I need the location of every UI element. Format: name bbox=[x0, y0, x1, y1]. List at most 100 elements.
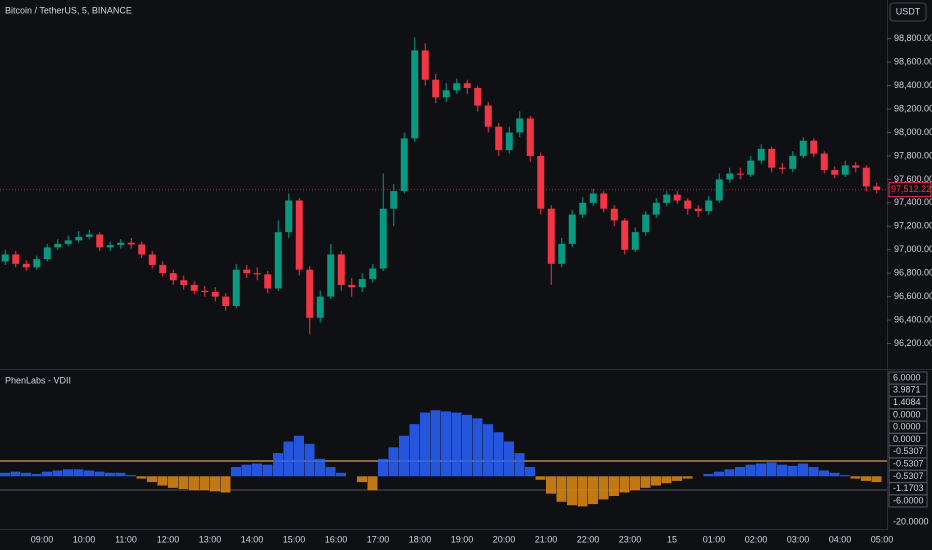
indicator-value-label: -0.5307 bbox=[893, 471, 924, 481]
histogram-bar bbox=[262, 464, 273, 477]
candle-body bbox=[736, 173, 744, 175]
candle-body bbox=[327, 254, 335, 297]
histogram-bar bbox=[294, 435, 304, 477]
histogram-bar bbox=[525, 467, 535, 477]
indicator-value-label: 1.4084 bbox=[893, 397, 921, 407]
candle-body bbox=[432, 79, 440, 98]
histogram-bar bbox=[283, 441, 294, 477]
candle-body bbox=[295, 200, 303, 270]
candle-body bbox=[96, 234, 104, 248]
candle-body bbox=[652, 202, 660, 215]
candle-body bbox=[117, 242, 125, 246]
y-tick-label: 97,600.00 bbox=[894, 174, 932, 184]
candle-body bbox=[558, 243, 566, 264]
histogram-bar bbox=[619, 476, 630, 493]
histogram-bar bbox=[609, 476, 619, 496]
candle-body bbox=[841, 165, 849, 175]
time-label: 22:00 bbox=[577, 534, 600, 544]
candle-body bbox=[663, 194, 671, 203]
histogram-bar bbox=[504, 441, 514, 477]
candle-body bbox=[768, 148, 776, 168]
histogram-bar bbox=[745, 464, 756, 477]
time-label: 18:00 bbox=[409, 534, 432, 544]
time-label: 20:00 bbox=[493, 534, 516, 544]
candle-body bbox=[43, 247, 51, 260]
time-label: 09:00 bbox=[31, 534, 54, 544]
histogram-bar bbox=[598, 476, 609, 500]
candle-body bbox=[411, 50, 419, 139]
histogram-bar bbox=[756, 463, 766, 477]
candle-body bbox=[453, 83, 461, 91]
time-label: 14:00 bbox=[241, 534, 264, 544]
histogram-bar bbox=[483, 424, 493, 477]
candle-body bbox=[862, 167, 870, 187]
histogram-bar bbox=[178, 476, 189, 490]
y-tick-label: 97,000.00 bbox=[894, 244, 932, 254]
histogram-bar bbox=[147, 476, 157, 483]
histogram-bar bbox=[546, 476, 556, 494]
histogram-bar bbox=[10, 471, 21, 477]
histogram-bar bbox=[829, 472, 840, 477]
histogram-bar bbox=[535, 476, 546, 480]
histogram-bar bbox=[31, 473, 42, 477]
y-tick-label: 97,400.00 bbox=[894, 197, 932, 207]
candle-body bbox=[358, 279, 366, 288]
time-label: 04:00 bbox=[829, 534, 852, 544]
histogram-bar bbox=[640, 476, 651, 488]
candle-body bbox=[127, 242, 135, 245]
currency-label[interactable]: USDT bbox=[896, 6, 921, 16]
candle-body bbox=[537, 155, 545, 209]
time-label: 16:00 bbox=[325, 534, 348, 544]
y-tick-label: 97,800.00 bbox=[894, 150, 932, 160]
histogram-bar bbox=[703, 473, 714, 477]
histogram-bar bbox=[126, 475, 136, 477]
candle-body bbox=[148, 254, 156, 265]
histogram-bar bbox=[189, 476, 199, 491]
histogram-bar bbox=[94, 471, 105, 477]
histogram-bar bbox=[63, 469, 73, 477]
histogram-bar bbox=[210, 476, 220, 492]
histogram-bar bbox=[357, 476, 367, 483]
histogram-bar bbox=[105, 472, 115, 477]
candle-body bbox=[474, 87, 482, 106]
histogram-bar bbox=[199, 476, 210, 491]
candle-body bbox=[526, 118, 534, 156]
time-label: 13:00 bbox=[199, 534, 222, 544]
candle-body bbox=[400, 138, 408, 192]
candle-body bbox=[222, 296, 230, 307]
histogram-bar bbox=[441, 411, 451, 477]
candle-body bbox=[190, 284, 198, 291]
candle-body bbox=[757, 148, 765, 161]
histogram-bar bbox=[861, 476, 871, 481]
candle-body bbox=[138, 244, 146, 255]
candle-body bbox=[54, 243, 62, 248]
indicator-value-box bbox=[888, 494, 928, 508]
candle-body bbox=[64, 240, 72, 244]
time-label: 15 bbox=[667, 534, 677, 544]
indicator-value-label: -0.5307 bbox=[893, 458, 924, 468]
candle-body bbox=[369, 268, 377, 280]
histogram-bar bbox=[735, 467, 745, 477]
time-label: 05:00 bbox=[871, 534, 894, 544]
indicator-value-label: 0.0000 bbox=[893, 422, 921, 432]
histogram-bar bbox=[567, 476, 577, 506]
y-tick-label: 98,000.00 bbox=[894, 127, 932, 137]
indicator-value-label: -1.1703 bbox=[893, 483, 924, 493]
time-label: 02:00 bbox=[745, 534, 768, 544]
indicator-value-label: 0.0000 bbox=[893, 434, 921, 444]
last-price-box bbox=[888, 182, 932, 198]
candle-body bbox=[505, 132, 513, 151]
candle-body bbox=[1, 254, 9, 262]
histogram-bar bbox=[315, 458, 325, 477]
currency-button[interactable] bbox=[889, 2, 927, 22]
time-label: 15:00 bbox=[283, 534, 306, 544]
histogram-bar bbox=[462, 414, 472, 477]
histogram-bar bbox=[21, 472, 31, 477]
histogram-bar bbox=[136, 476, 147, 479]
candle-body bbox=[232, 269, 240, 307]
candle-body bbox=[705, 200, 713, 212]
candle-body bbox=[820, 153, 828, 171]
candle-body bbox=[726, 173, 734, 180]
y-tick-label: 98,800.00 bbox=[894, 33, 932, 43]
